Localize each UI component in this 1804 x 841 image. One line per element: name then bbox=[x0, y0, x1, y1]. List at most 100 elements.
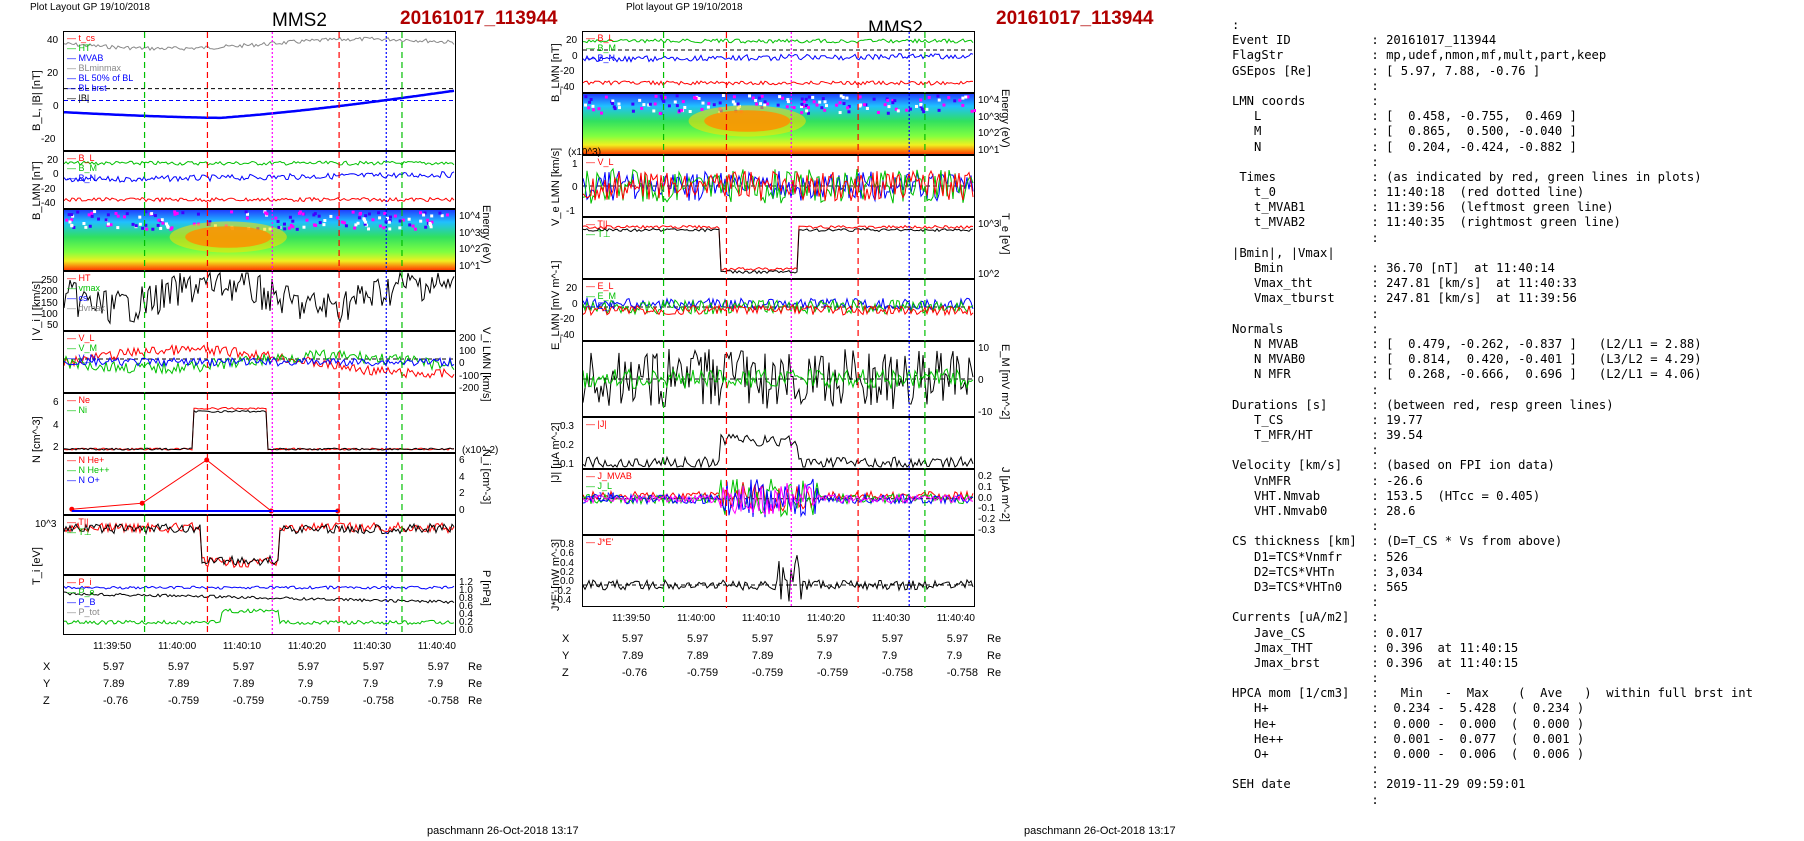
spectrogram-noise bbox=[438, 211, 442, 215]
right-panel-4-ylabel-right: T_e [eV] bbox=[999, 213, 1011, 255]
spectrogram-noise bbox=[389, 215, 393, 219]
spectrogram-noise bbox=[824, 104, 828, 108]
legend-entry: — HT bbox=[67, 43, 91, 53]
legend-entry: — B_N bbox=[67, 173, 97, 183]
legend-entry: — MVAB bbox=[67, 53, 104, 63]
left-ephem-x-value: 5.97 bbox=[297, 661, 320, 673]
series-trace bbox=[64, 343, 455, 379]
spectrogram-noise bbox=[654, 94, 658, 98]
left-panel-2-tick: -40 bbox=[41, 198, 56, 210]
spectrogram-noise bbox=[192, 222, 196, 226]
left-panel-4-tick: 250 bbox=[41, 275, 58, 286]
info-key: Velocity [km/s] bbox=[1232, 458, 1372, 473]
info-value: : bbox=[1371, 762, 1379, 777]
left-header: Plot Layout GP 19/10/2018 bbox=[30, 2, 150, 13]
legend-entry: — t_cs bbox=[67, 33, 96, 43]
spectrogram-noise bbox=[887, 105, 891, 109]
spectrogram-noise bbox=[408, 223, 412, 227]
spectrogram-noise bbox=[344, 224, 348, 228]
spectrogram-noise bbox=[134, 224, 138, 228]
left-ephem-x-value: 5.97 bbox=[427, 661, 450, 673]
info-value: : [ 0.268, -0.666, 0.696 ] (L2/L1 = 4.06… bbox=[1371, 367, 1702, 382]
info-key: |Bmin|, |Vmax| bbox=[1232, 245, 1372, 260]
spectrogram-noise bbox=[673, 100, 677, 104]
left-ephem-x-value: 5.97 bbox=[103, 661, 125, 673]
right-panel-8-plot bbox=[583, 470, 974, 536]
spectrogram-noise bbox=[846, 106, 850, 110]
left-panel-1 bbox=[63, 31, 456, 152]
left-ephem-unit: Re bbox=[468, 678, 483, 690]
spectrogram-noise bbox=[353, 226, 357, 230]
spectrogram-noise bbox=[613, 107, 617, 111]
series-trace bbox=[64, 608, 455, 626]
spectrogram-noise bbox=[858, 104, 862, 108]
info-key: Times bbox=[1232, 169, 1372, 184]
info-row: : bbox=[1232, 671, 1753, 686]
left-ephem-y-value: 7.9 bbox=[362, 678, 379, 690]
series-trace bbox=[64, 591, 455, 605]
info-value: : 153.5 (HTcc = 0.405) bbox=[1371, 488, 1541, 503]
spectrogram-noise bbox=[377, 211, 381, 215]
right-panel-7-legend: — |J| bbox=[586, 419, 607, 429]
left-ephem-z-value: -0.76 bbox=[103, 695, 129, 707]
spectrogram-noise bbox=[587, 106, 591, 110]
spectrogram-noise bbox=[106, 213, 110, 217]
left-time-label: 11:40:20 bbox=[287, 641, 327, 652]
info-value: : 0.396 at 11:40:15 bbox=[1371, 640, 1519, 655]
left-panel-5 bbox=[63, 331, 456, 394]
info-row: FlagStr : mp,udef,nmon,mf,mult,part,keep bbox=[1232, 48, 1753, 63]
right-panel-4-plot bbox=[583, 218, 974, 280]
spectrogram-noise bbox=[153, 214, 157, 218]
legend-entry: — E_N bbox=[586, 301, 616, 311]
legend-entry: — vmax bbox=[67, 283, 101, 293]
legend-entry: — B_M bbox=[586, 43, 617, 53]
left-panel-5-tick-right: -100 bbox=[459, 370, 480, 382]
spectrogram-noise bbox=[800, 111, 804, 115]
spectrogram-noise bbox=[811, 95, 815, 99]
info-value: : 0.001 - 0.077 ( 0.001 ) bbox=[1371, 731, 1585, 746]
left-ephem-x-value: 5.97 bbox=[362, 661, 385, 673]
left-panel-2-ylabel: B_LMN [nT] bbox=[31, 161, 43, 220]
right-panel-8-legend: — J_MVAB — J_L — J_M bbox=[586, 471, 632, 501]
left-panel-9-tick-right: 0.2 bbox=[459, 617, 473, 628]
series-trace bbox=[64, 585, 455, 590]
spectrogram-noise bbox=[688, 110, 692, 114]
spectrogram-noise bbox=[927, 95, 931, 99]
series-trace bbox=[583, 482, 974, 512]
spectrogram-noise bbox=[823, 108, 827, 112]
info-key: Bmin bbox=[1232, 261, 1372, 275]
info-key: T_MFR/HT bbox=[1232, 428, 1372, 443]
legend-entry: — P_i bbox=[67, 577, 92, 587]
spectrogram-noise bbox=[838, 111, 842, 115]
right-panel-1-tick: 0 bbox=[572, 50, 578, 62]
legend-entry: — P_e bbox=[67, 587, 95, 597]
legend-entry: — N O+ bbox=[67, 475, 100, 485]
right-panel-5-ylabel: E_LMN [mV m^-1] bbox=[550, 260, 562, 350]
spectrogram-noise bbox=[313, 212, 317, 216]
spectrogram-noise bbox=[358, 212, 362, 216]
right-footer: paschmann 26-Oct-2018 13:17 bbox=[1024, 825, 1176, 837]
left-panel-7-ylabel-right: N_i [cm^-3] bbox=[480, 449, 492, 505]
left-panel-7-tick-right: 4 bbox=[459, 471, 465, 483]
spectrogram-noise bbox=[920, 107, 924, 111]
spectrogram-noise bbox=[804, 104, 808, 108]
spectrogram-noise bbox=[196, 212, 200, 216]
left-panel-4-tick: 50 bbox=[47, 320, 59, 331]
spectrogram-noise bbox=[88, 224, 92, 228]
spectrogram-noise bbox=[642, 103, 646, 107]
spectrogram-noise bbox=[908, 107, 912, 111]
info-value: : [ 0.479, -0.262, -0.837 ] (L2/L1 = 2.8… bbox=[1371, 336, 1702, 351]
right-panel-7-tick: 0.1 bbox=[560, 458, 574, 470]
right-panel-9-tick: 0.0 bbox=[560, 576, 574, 588]
spectrogram-noise bbox=[667, 104, 671, 108]
spectrogram-noise bbox=[919, 105, 923, 109]
left-panel-5-ylabel-right: V_i LMN [km/s] bbox=[480, 327, 492, 402]
spectrogram-noise bbox=[862, 103, 866, 107]
right-panel-8-tick-right: 0.2 bbox=[978, 471, 992, 482]
info-row: SEH date : 2019-11-29 09:59:01 bbox=[1232, 777, 1753, 792]
info-row: Jmax_brst : 0.396 at 11:40:15 bbox=[1232, 656, 1753, 671]
info-key: VHT.Nmvab0 bbox=[1232, 504, 1372, 518]
spectrogram-noise bbox=[329, 214, 333, 218]
right-panel-4-tick-right: 10^3 bbox=[978, 219, 1000, 230]
right-ephem-y-value: 7.9 bbox=[816, 650, 833, 662]
